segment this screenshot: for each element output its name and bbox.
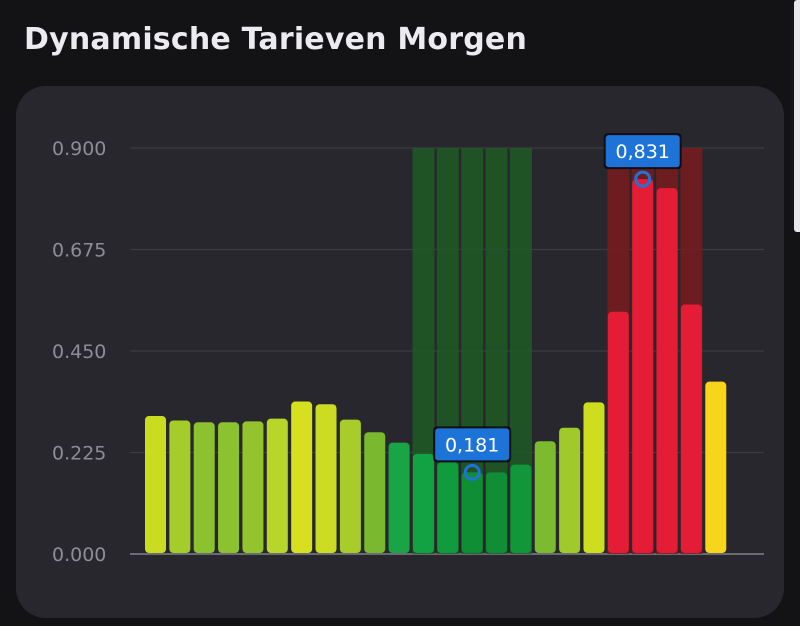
- bar[interactable]: [705, 381, 727, 553]
- bar[interactable]: [291, 401, 313, 553]
- annotations: 0,181 0,831: [433, 133, 682, 481]
- y-tick-label: 0.675: [52, 240, 106, 262]
- y-tick-label: 0.900: [52, 138, 106, 160]
- y-tick-label: 0.225: [52, 443, 106, 465]
- min-marker-badge: [435, 428, 510, 461]
- bar[interactable]: [266, 418, 288, 553]
- bar[interactable]: [412, 453, 434, 553]
- bar[interactable]: [534, 441, 556, 553]
- min-marker-dot: [463, 463, 481, 481]
- bar[interactable]: [510, 464, 532, 553]
- cheapest-window-column: [509, 148, 532, 554]
- min-marker-label: 0,181: [445, 434, 499, 456]
- bar[interactable]: [242, 421, 264, 553]
- bar[interactable]: [218, 422, 240, 553]
- bar[interactable]: [437, 462, 459, 553]
- bar[interactable]: [315, 404, 337, 553]
- bar[interactable]: [583, 402, 605, 553]
- bar[interactable]: [339, 419, 361, 553]
- cheapest-window-column: [412, 148, 435, 554]
- bar[interactable]: [559, 427, 581, 553]
- bar[interactable]: [193, 422, 215, 553]
- bar[interactable]: [632, 179, 654, 554]
- bar[interactable]: [461, 472, 483, 553]
- bar[interactable]: [607, 311, 629, 553]
- y-tick-label: 0.450: [52, 341, 106, 363]
- bar[interactable]: [364, 432, 386, 553]
- bars: [145, 179, 727, 554]
- bar[interactable]: [656, 188, 678, 553]
- max-marker-dot: [634, 170, 652, 188]
- y-axis: 0.000 0.225 0.450 0.675 0.900: [52, 138, 106, 566]
- page-title: Dynamische Tarieven Morgen: [24, 22, 527, 57]
- bar[interactable]: [486, 472, 508, 553]
- bar[interactable]: [169, 420, 191, 553]
- y-tick-label: 0.000: [52, 544, 106, 566]
- scrollbar-edge[interactable]: [794, 0, 800, 232]
- max-marker-badge: [605, 135, 680, 168]
- bar[interactable]: [388, 442, 410, 553]
- bar[interactable]: [145, 415, 166, 553]
- max-marker-label: 0,831: [615, 141, 669, 163]
- bar[interactable]: [680, 304, 702, 553]
